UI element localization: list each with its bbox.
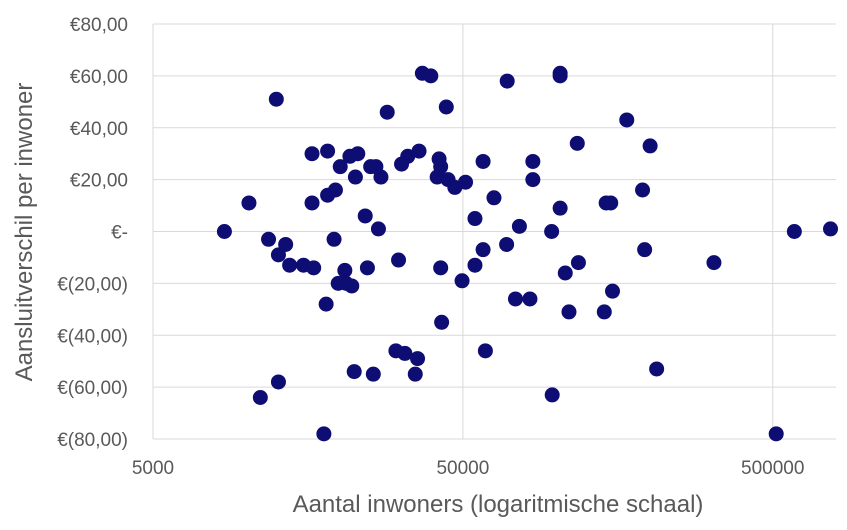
data-point: [304, 146, 320, 162]
data-point: [475, 242, 491, 258]
data-point: [522, 291, 538, 307]
data-point: [318, 296, 334, 312]
data-point: [327, 182, 343, 198]
data-point: [359, 260, 375, 276]
data-point: [252, 390, 268, 405]
x-tick-label: 50000: [436, 458, 489, 479]
data-point: [423, 68, 439, 84]
data-point: [499, 73, 515, 89]
data-point: [278, 236, 294, 252]
y-tick-label: €40,00: [70, 119, 128, 140]
data-point: [525, 153, 541, 169]
data-point: [486, 190, 502, 206]
data-point: [525, 172, 541, 188]
data-point: [552, 200, 568, 216]
data-point: [507, 291, 523, 307]
data-point: [458, 174, 474, 190]
data-point: [350, 146, 366, 162]
data-point: [637, 242, 653, 258]
data-point: [706, 255, 722, 271]
data-point: [346, 364, 362, 380]
data-point: [823, 221, 839, 237]
data-point: [642, 138, 658, 154]
data-point: [370, 221, 386, 237]
tick-labels: €80,00 €60,00 €40,00 €20,00 €- €(20,00) €(40,0…: [57, 15, 804, 479]
y-tick-label: €60,00: [70, 67, 128, 88]
data-point: [557, 265, 573, 281]
x-tick-label: 500000: [741, 458, 804, 479]
data-point: [332, 159, 348, 175]
data-point: [433, 260, 449, 276]
gridlines: [152, 23, 836, 440]
y-axis-title: Aansluitverschil per inwoner: [11, 83, 38, 382]
data-point: [477, 343, 493, 359]
data-point: [216, 224, 232, 239]
data-point: [603, 195, 619, 211]
data-point: [619, 112, 635, 128]
data-point: [410, 351, 426, 367]
data-point: [544, 224, 560, 239]
data-point: [270, 374, 286, 390]
y-tick-label: €(80,00): [57, 430, 128, 451]
data-point: [304, 195, 320, 211]
data-point: [407, 366, 423, 382]
x-axis-title: Aantal inwoners (logaritmische schaal): [293, 491, 704, 518]
data-point: [786, 224, 802, 239]
data-point: [344, 278, 360, 294]
data-point: [397, 345, 413, 361]
data-point: [649, 361, 665, 377]
y-tick-label: €(20,00): [57, 274, 128, 295]
data-point: [400, 148, 416, 164]
y-tick-label: €(40,00): [57, 326, 128, 347]
data-point: [499, 236, 515, 252]
data-point: [467, 211, 483, 227]
y-tick-label: €80,00: [70, 15, 128, 36]
data-point: [544, 387, 560, 403]
data-point: [467, 257, 483, 273]
data-point: [261, 231, 277, 247]
data-point: [768, 426, 784, 442]
data-point: [552, 65, 568, 81]
data-point: [241, 195, 257, 211]
data-point: [282, 257, 298, 273]
data-point: [570, 255, 586, 271]
data-point: [306, 260, 322, 276]
data-point: [326, 231, 342, 247]
data-point: [337, 262, 353, 278]
data-point: [391, 252, 407, 268]
data-point: [596, 304, 612, 320]
data-point: [357, 208, 373, 224]
data-point: [347, 169, 363, 185]
y-tick-label: €-: [111, 223, 128, 244]
x-tick-label: 5000: [132, 458, 174, 479]
data-point: [320, 143, 336, 159]
data-point: [635, 182, 651, 198]
data-point: [433, 159, 449, 175]
data-point: [475, 153, 491, 169]
data-point: [511, 218, 527, 234]
data-point: [411, 143, 427, 159]
data-point: [373, 169, 389, 185]
data-point: [365, 366, 381, 382]
data-point: [569, 135, 585, 151]
y-tick-label: €20,00: [70, 171, 128, 192]
data-point: [268, 91, 284, 107]
data-point: [454, 273, 470, 289]
data-point: [561, 304, 577, 320]
data-point: [379, 104, 395, 120]
y-tick-label: €(60,00): [57, 378, 128, 399]
data-point: [438, 99, 454, 115]
data-point: [434, 314, 450, 330]
data-points: [216, 65, 839, 442]
data-point: [605, 283, 621, 299]
data-point: [316, 426, 332, 442]
